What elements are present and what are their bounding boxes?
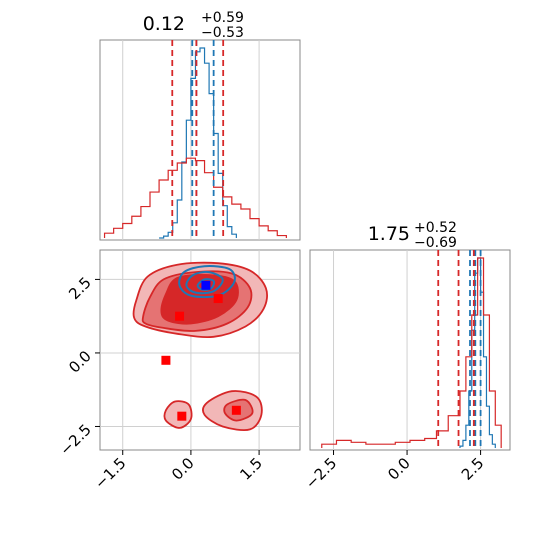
y-tick-label: −2.5 bbox=[56, 421, 94, 459]
histogram-panel-param-1: 0.12 +0.59 −0.53 bbox=[99, 10, 301, 241]
blue-contour bbox=[185, 270, 224, 295]
contour-panel: −1.5 0.0 1.5 −2.5 0.0 2.5 bbox=[56, 249, 301, 493]
x-tick-label: −2.5 bbox=[302, 454, 340, 492]
y-tick-label: 0.0 bbox=[65, 347, 95, 377]
title-minus-error: −0.53 bbox=[201, 25, 244, 41]
blue-contour bbox=[178, 265, 236, 299]
red-marker bbox=[231, 405, 241, 415]
histogram-frame bbox=[309, 249, 511, 451]
red-marker bbox=[177, 411, 187, 421]
x-tick-label: 0.0 bbox=[168, 454, 198, 484]
title-plus-error: +0.59 bbox=[201, 10, 244, 26]
title-minus-error: −0.69 bbox=[414, 235, 457, 251]
red-marker bbox=[161, 355, 171, 365]
x-tick-label: −1.5 bbox=[91, 454, 129, 492]
red-marker bbox=[213, 294, 223, 304]
x-tick-label: 0.0 bbox=[384, 454, 414, 484]
histogram-series-red bbox=[321, 257, 502, 448]
red-marker bbox=[175, 311, 185, 321]
title-plus-error: +0.52 bbox=[414, 220, 457, 236]
blue-marker bbox=[201, 280, 211, 290]
histogram-panel-param-2: −2.5 0.0 2.5 1.75 +0.52 −0.69 bbox=[302, 220, 511, 493]
title-value: 1.75 bbox=[368, 223, 410, 245]
histogram-series-red bbox=[103, 157, 287, 238]
x-tick-label: 2.5 bbox=[458, 454, 488, 484]
histogram-frame bbox=[99, 39, 301, 241]
y-tick-label: 2.5 bbox=[65, 274, 95, 304]
title-value: 0.12 bbox=[143, 13, 185, 35]
x-tick-label: 1.5 bbox=[236, 454, 266, 484]
